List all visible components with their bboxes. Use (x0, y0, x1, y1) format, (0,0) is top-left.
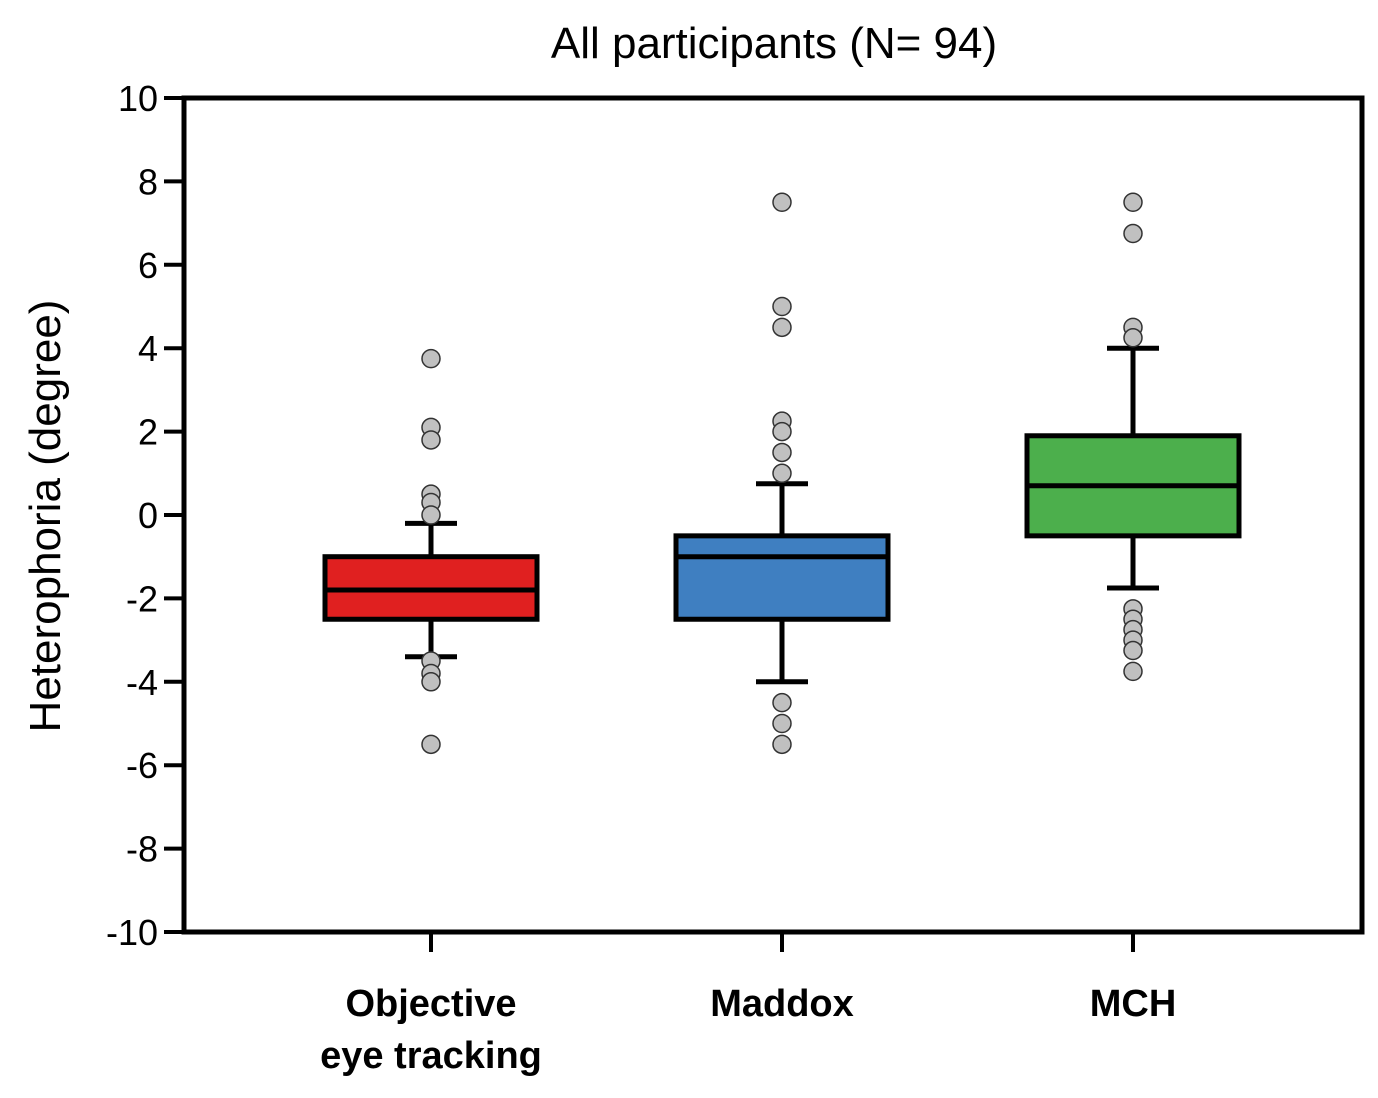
box-0 (322, 520, 540, 660)
y-tick-label: 8 (138, 161, 158, 202)
box-iqr (673, 533, 891, 622)
y-tick-label: -4 (126, 662, 158, 703)
chart-title: All participants (N= 94) (551, 19, 997, 68)
outlier-point (772, 317, 792, 338)
x-tick-label-line: Objective (345, 983, 516, 1025)
outlier-point (772, 463, 792, 484)
outlier-point (772, 692, 792, 713)
y-tick-label: -10 (106, 912, 158, 953)
boxes-group (322, 345, 1242, 685)
x-tick-label: Maddox (710, 983, 854, 1025)
y-tick-label: -6 (126, 745, 158, 786)
outlier-point (421, 672, 441, 692)
outlier-point (772, 734, 792, 755)
x-tick-label: Objective eye tracking (320, 983, 542, 1077)
outlier-point (421, 348, 441, 369)
outlier-point (421, 505, 441, 525)
y-tick-label: 10 (118, 78, 158, 119)
y-tick-label: -2 (126, 578, 158, 619)
outlier-point (1123, 328, 1143, 348)
outlier-point (772, 296, 792, 317)
x-tick-label-line: MCH (1090, 983, 1177, 1025)
outlier-point (1123, 192, 1143, 212)
x-tick-label-line: eye tracking (320, 1035, 542, 1077)
y-tick-label: 2 (138, 412, 158, 453)
outlier-point (1123, 223, 1143, 244)
outlier-point (1123, 640, 1143, 661)
outlier-point (772, 713, 792, 734)
outlier-point (772, 421, 792, 442)
outlier-point (421, 734, 441, 755)
box-2 (1024, 345, 1242, 591)
y-tick-label: 6 (138, 245, 158, 286)
outliers-group (421, 192, 1143, 755)
outlier-point (772, 192, 792, 212)
outlier-point (772, 442, 792, 463)
outlier-point (421, 430, 441, 450)
y-tick-label: -8 (126, 829, 158, 870)
y-axis: 10 8 6 4 2 0 -2 -4 -6 -8 -10 (106, 78, 184, 953)
x-tick-label-line: Maddox (710, 983, 854, 1025)
outlier-point (1123, 661, 1143, 682)
box-1 (673, 481, 891, 685)
x-axis: Objective eye tracking Maddox MCH (320, 932, 1176, 1077)
y-tick-label: 4 (138, 328, 158, 369)
x-tick-label: MCH (1090, 983, 1177, 1025)
y-axis-label: Heterophoria (degree) (21, 300, 70, 733)
y-tick-label: 0 (138, 495, 158, 536)
